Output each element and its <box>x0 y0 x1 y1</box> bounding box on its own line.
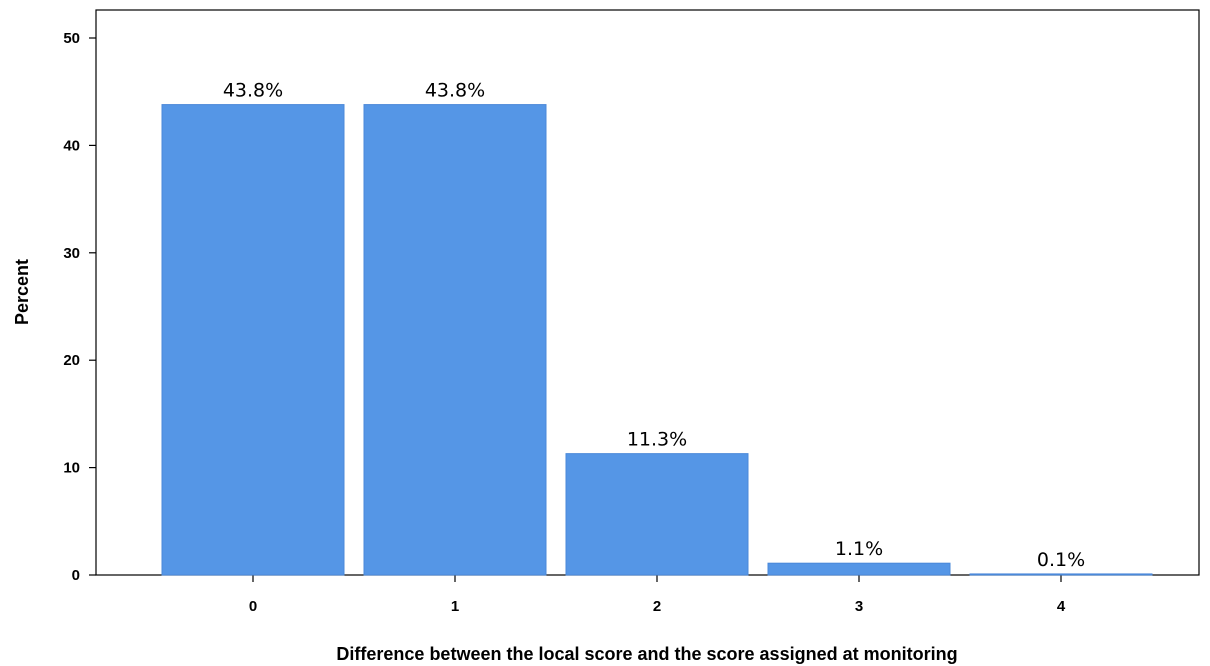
x-tick-label: 1 <box>451 598 459 615</box>
y-axis-ticks: 0 10 20 30 40 50 <box>63 30 96 584</box>
data-label: 0.1% <box>1037 549 1085 571</box>
data-label: 43.8% <box>223 80 283 102</box>
bar <box>565 453 749 576</box>
x-tick-label: 3 <box>855 598 863 615</box>
x-tick-label: 0 <box>249 598 257 615</box>
y-tick-label: 20 <box>63 352 80 369</box>
y-tick-label: 30 <box>63 245 80 262</box>
y-tick-label: 0 <box>72 567 80 584</box>
x-tick-label: 4 <box>1057 598 1066 615</box>
x-axis-title: Difference between the local score and t… <box>336 644 957 664</box>
x-axis-ticks: 0 1 2 3 4 <box>249 575 1066 615</box>
x-tick-label: 2 <box>653 598 661 615</box>
y-tick-label: 40 <box>63 137 80 154</box>
data-labels-group: 43.8% 43.8% 11.3% 1.1% 0.1% <box>223 80 1085 571</box>
bar <box>767 562 951 576</box>
data-label: 43.8% <box>425 80 485 102</box>
bar <box>969 573 1153 576</box>
y-axis-title: Percent <box>12 259 32 325</box>
y-tick-label: 50 <box>63 30 80 47</box>
y-tick-label: 10 <box>63 460 80 477</box>
bar <box>363 104 547 576</box>
data-label: 1.1% <box>835 538 883 560</box>
bars-group <box>161 104 1153 576</box>
bar <box>161 104 345 576</box>
data-label: 11.3% <box>627 429 687 451</box>
